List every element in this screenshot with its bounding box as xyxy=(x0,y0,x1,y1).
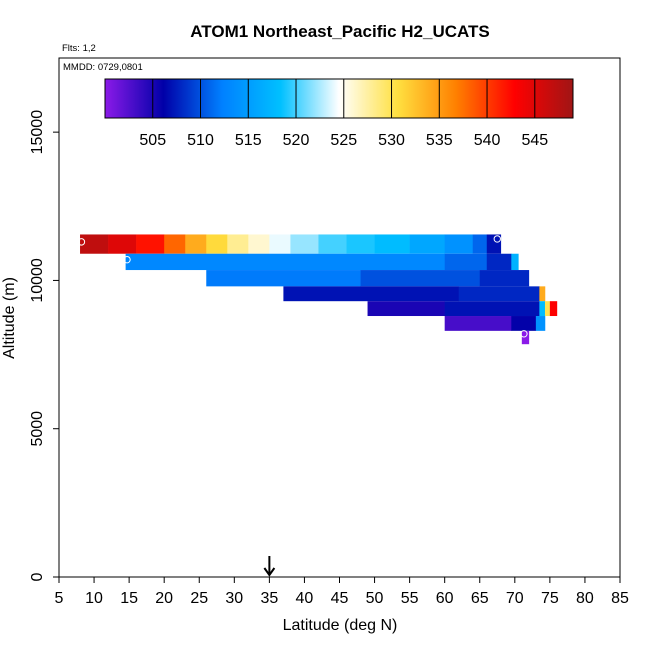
data-cell xyxy=(472,234,488,254)
x-tick-label: 15 xyxy=(120,590,138,607)
data-cell xyxy=(486,253,512,271)
data-cell xyxy=(206,234,228,254)
y-axis-label: Altitude (m) xyxy=(1,277,18,359)
data-cell xyxy=(125,253,445,271)
x-tick-label: 25 xyxy=(190,590,208,607)
data-point xyxy=(123,255,131,264)
data-cell xyxy=(136,234,165,254)
data-cell xyxy=(227,234,249,254)
data-cell xyxy=(444,234,474,254)
colorbar-tick-label: 510 xyxy=(187,132,214,149)
data-cell xyxy=(486,234,502,254)
data-cell xyxy=(444,316,512,331)
colorbar-tick-label: 545 xyxy=(521,132,548,149)
data-cell xyxy=(539,286,546,302)
y-tick-label: 0 xyxy=(29,572,46,581)
data-cell xyxy=(367,301,445,317)
data-point xyxy=(532,278,540,286)
data-cell xyxy=(290,234,319,254)
colorbar-tick-label: 535 xyxy=(426,132,453,149)
y-axis: 0 5000 10000 15000 xyxy=(29,110,59,581)
colorbar-tick-label: 515 xyxy=(235,132,262,149)
arrow-head xyxy=(263,567,276,577)
data-cell xyxy=(283,286,460,302)
flights-label: Flts: 1,2 xyxy=(62,43,96,54)
data-cell xyxy=(539,301,546,317)
x-tick-label: 65 xyxy=(471,590,489,607)
data-cell xyxy=(521,330,530,345)
colorbar: 505 510 515 520 525 530 535 540 545 xyxy=(104,78,574,149)
date-label: MMDD: 0729,0801 xyxy=(63,62,143,73)
data-cell xyxy=(458,286,540,302)
data-cell xyxy=(444,253,488,271)
x-tick-label: 20 xyxy=(155,590,173,607)
data-cell xyxy=(206,270,361,287)
data-point xyxy=(77,238,86,246)
x-tick-label: 55 xyxy=(401,590,419,607)
data-cell xyxy=(269,234,291,254)
x-tick-label: 35 xyxy=(260,590,278,607)
latitude-marker-arrow xyxy=(263,556,276,577)
data-cell xyxy=(108,234,137,254)
x-tick-label: 30 xyxy=(225,590,243,607)
data-cell xyxy=(360,270,481,287)
x-tick-label: 75 xyxy=(541,590,559,607)
x-tick-label: 5 xyxy=(55,590,64,607)
y-tick-label: 5000 xyxy=(29,411,46,447)
data-cell xyxy=(248,234,270,254)
x-tick-label: 40 xyxy=(296,590,314,607)
colorbar-tick-label: 525 xyxy=(330,132,357,149)
data-cell xyxy=(479,270,530,287)
x-tick-label: 80 xyxy=(576,590,594,607)
y-tick-label: 15000 xyxy=(29,110,46,155)
data-cell xyxy=(549,301,558,317)
data-point xyxy=(520,330,528,338)
data-cell xyxy=(409,234,445,254)
x-tick-label: 60 xyxy=(436,590,454,607)
chart-title: ATOM1 Northeast_Pacific H2_UCATS xyxy=(190,22,489,41)
data-cell xyxy=(544,301,551,317)
colorbar-tick-label: 530 xyxy=(378,132,405,149)
data-cell xyxy=(318,234,347,254)
data-cell xyxy=(80,234,109,254)
colorbar-tick-label: 505 xyxy=(139,132,166,149)
x-tick-label: 45 xyxy=(331,590,349,607)
data-cell xyxy=(164,234,186,254)
data-points xyxy=(77,235,556,338)
data-point xyxy=(548,293,556,301)
data-cell xyxy=(511,316,537,331)
colorbar-tick-label: 520 xyxy=(283,132,310,149)
x-tick-label: 50 xyxy=(366,590,384,607)
x-tick-label: 85 xyxy=(611,590,629,607)
data-cell xyxy=(346,234,375,254)
y-tick-label: 10000 xyxy=(29,258,46,303)
data-cell xyxy=(444,301,540,317)
data-cell xyxy=(374,234,410,254)
colorbar-tick-label: 540 xyxy=(474,132,501,149)
x-tick-label: 10 xyxy=(85,590,103,607)
data-cells xyxy=(80,234,558,345)
x-axis: 5 10 15 20 25 30 35 40 45 50 55 60 65 70 75 80 85 xyxy=(55,577,629,607)
colorbar-gradient xyxy=(104,78,574,119)
data-cell xyxy=(511,253,519,271)
data-cell xyxy=(185,234,207,254)
data-cell xyxy=(535,316,546,331)
data-point xyxy=(493,235,501,243)
x-axis-label: Latitude (deg N) xyxy=(283,617,398,634)
colorbar-ticks: 505 510 515 520 525 530 535 540 545 xyxy=(139,79,548,149)
x-tick-label: 70 xyxy=(506,590,524,607)
